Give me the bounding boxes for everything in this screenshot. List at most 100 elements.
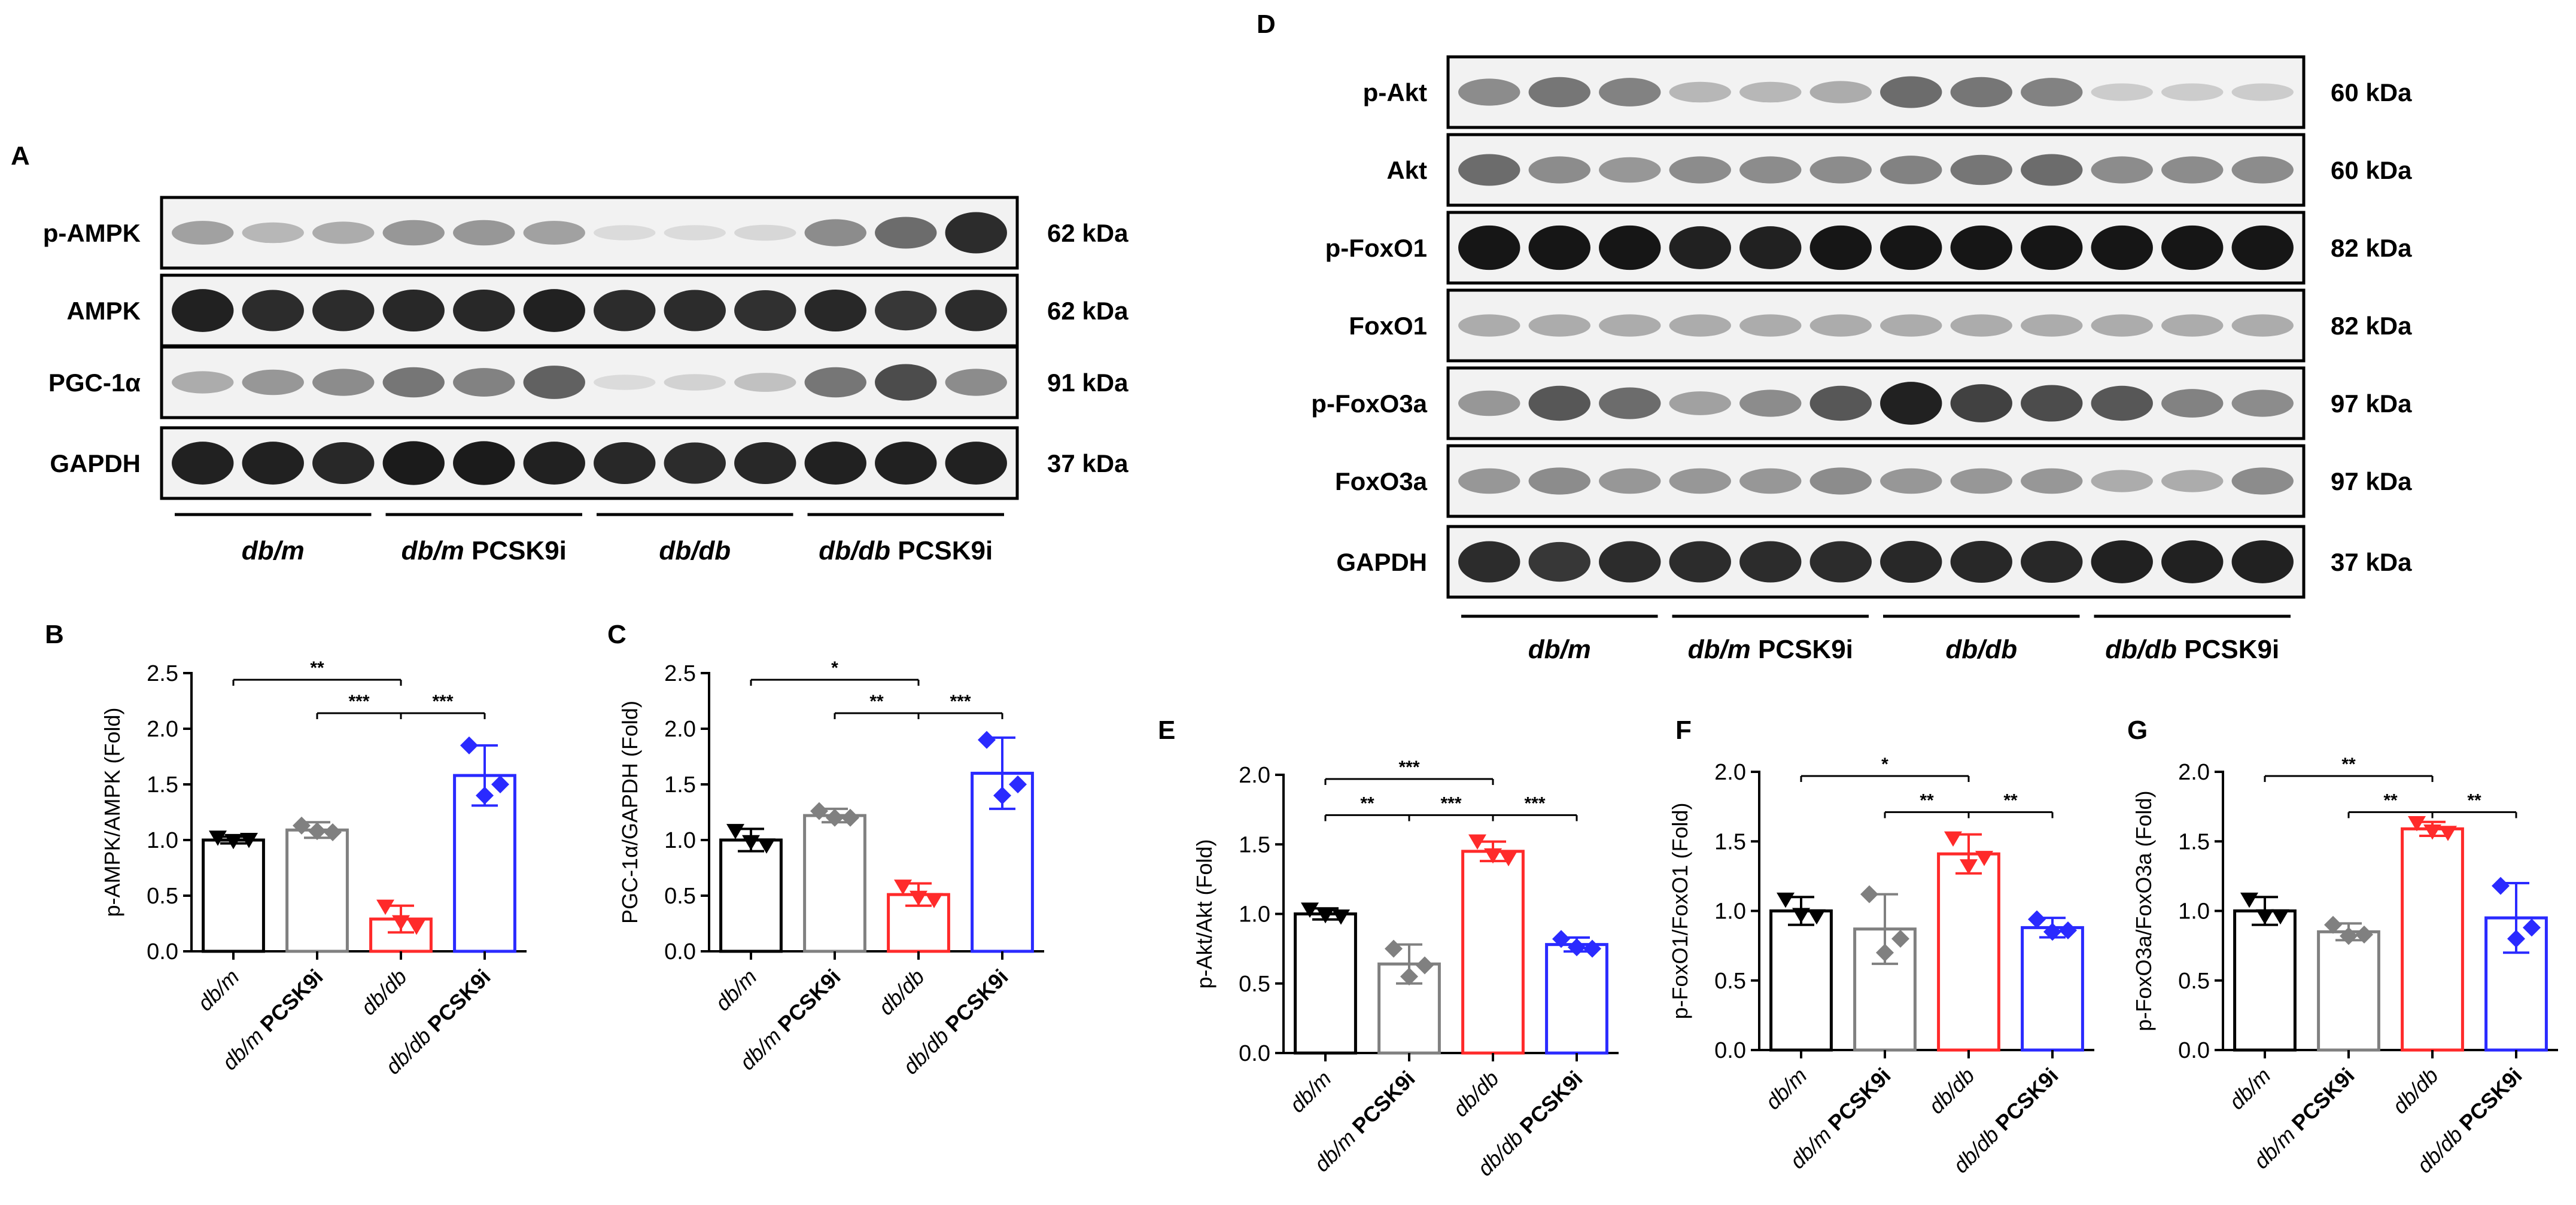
blot-band: [2091, 225, 2153, 270]
bar: [2021, 926, 2084, 1052]
data-point: [1792, 908, 1810, 923]
data-point: [2340, 927, 2358, 945]
panel-label-D: D: [1257, 10, 1276, 39]
blot-frame: [160, 196, 1019, 270]
blot-row-label: Akt: [1386, 156, 1427, 184]
bar: [1769, 909, 1833, 1052]
data-point: [476, 786, 494, 805]
data-point: [308, 822, 326, 841]
blot-frame: [160, 426, 1019, 500]
blot-a-row-3: GAPDH 37 kDa: [50, 426, 1129, 500]
sig-label: **: [2003, 790, 2018, 810]
y-tick-label: 1.5: [1714, 829, 1746, 854]
blot-d-row-2: p-FoxO1 82 kDa: [1325, 211, 2412, 285]
data-point: [1416, 956, 1434, 975]
group-label: db/db PCSK9i: [819, 536, 993, 565]
data-point: [2423, 824, 2441, 840]
bar: [2317, 930, 2380, 1052]
blot-band: [1599, 387, 1661, 419]
blot-band: [2161, 225, 2224, 270]
data-point: [2439, 826, 2457, 841]
blot-band: [1458, 225, 1520, 270]
blot-band: [1669, 81, 1731, 103]
blot-band: [1669, 226, 1731, 269]
blot-kda-label: 97 kDa: [2331, 390, 2412, 418]
bar: [202, 838, 265, 953]
blot-band: [1739, 468, 1802, 494]
data-point: [407, 920, 425, 935]
data-point: [1332, 909, 1350, 925]
x-tick-label: db/db: [356, 964, 412, 1020]
blot-band: [1880, 76, 1942, 108]
y-axis-title: p-AMPK/AMPK (Fold): [100, 707, 124, 917]
blot-band: [664, 442, 726, 484]
data-point: [240, 833, 258, 848]
data-point: [742, 835, 760, 851]
x-tick-label: db/m: [1760, 1063, 1812, 1115]
group-label: db/db: [659, 536, 731, 565]
bar: [803, 814, 866, 953]
blot-band: [804, 219, 866, 247]
chart-B: 0.0 0.5 1.0 1.5 2.0 2.5 p-AMPK/AMPK (Fold) db/m…: [100, 658, 527, 1079]
blot-band: [1809, 314, 1872, 337]
blot-band: [242, 290, 304, 331]
blot-band: [1599, 225, 1661, 270]
data-point: [1385, 939, 1403, 958]
y-tick-label: 1.5: [2178, 829, 2210, 854]
blot-band: [594, 290, 656, 331]
blot-frame: [160, 345, 1019, 419]
blot-frame: [1446, 133, 2306, 207]
blot-band: [2231, 83, 2294, 101]
blot-band: [1950, 225, 2012, 270]
blot-band: [2091, 83, 2153, 101]
blot-band: [734, 290, 796, 331]
data-point: [1484, 848, 1502, 864]
chart-F: 0.0 0.5 1.0 1.5 2.0 p-FoxO1/FoxO1 (Fold) db/m d…: [1668, 754, 2094, 1177]
blot-band: [1950, 540, 2012, 583]
blot-band: [1599, 314, 1661, 337]
blot-band: [1809, 225, 1872, 270]
data-point: [1400, 967, 1418, 986]
blot-a-row-1: AMPK 62 kDa: [66, 273, 1129, 348]
blot-band: [1669, 391, 1731, 415]
y-axis-title: PGC-1α/GAPDH (Fold): [618, 701, 642, 924]
blot-band: [1528, 385, 1590, 421]
group-label: db/db: [1945, 635, 2017, 664]
blot-band: [382, 367, 445, 398]
blot-band: [1528, 541, 1590, 582]
data-point: [894, 880, 912, 895]
blot-row-label: FoxO1: [1349, 312, 1427, 340]
blot-band: [1458, 468, 1520, 494]
data-point: [1552, 930, 1570, 948]
data-point: [726, 824, 744, 839]
blot-band: [2161, 470, 2224, 492]
group-label: db/m: [1528, 635, 1591, 664]
blot-band: [875, 364, 937, 401]
panel-label-C: C: [607, 620, 626, 649]
blot-frame: [160, 273, 1019, 348]
blot-band: [172, 371, 234, 394]
data-point: [1009, 775, 1027, 793]
bar: [1461, 850, 1525, 1055]
blot-kda-label: 37 kDa: [1047, 449, 1129, 477]
blot-band: [1599, 468, 1661, 494]
data-point: [1860, 885, 1878, 903]
y-tick-label: 1.0: [1239, 902, 1270, 927]
blot-a-blot: p-AMPK 62 kDa AMPK 62 kDa PGC-1α 91 kDa GAPDH 3…: [43, 196, 1129, 565]
y-tick-label: 2.5: [147, 661, 178, 686]
blot-band: [172, 289, 234, 332]
blot-d-row-0: p-Akt 60 kDa: [1363, 55, 2412, 129]
x-tick-label: db/db: [1448, 1066, 1504, 1122]
data-point: [2408, 816, 2426, 832]
blot-band: [523, 442, 585, 485]
data-point: [758, 838, 775, 854]
blot-band: [1458, 314, 1520, 337]
data-point: [841, 808, 859, 827]
blot-band: [312, 369, 375, 396]
y-tick-label: 1.0: [147, 828, 178, 853]
data-point: [2507, 930, 2525, 948]
blot-kda-label: 97 kDa: [2331, 467, 2412, 495]
blot-band: [875, 290, 937, 331]
data-point: [2492, 877, 2510, 895]
data-point: [2059, 921, 2077, 940]
